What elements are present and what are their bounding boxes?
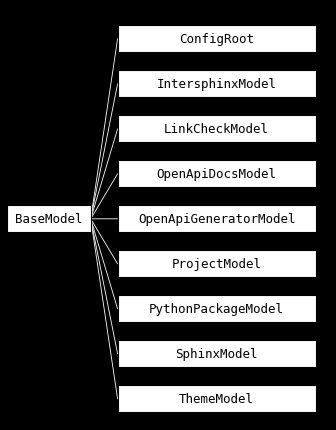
Text: OpenApiGeneratorModel: OpenApiGeneratorModel — [138, 213, 295, 226]
FancyBboxPatch shape — [118, 296, 316, 322]
FancyBboxPatch shape — [7, 206, 91, 233]
FancyBboxPatch shape — [118, 251, 316, 278]
Text: OpenApiDocsModel: OpenApiDocsModel — [157, 168, 277, 181]
Text: IntersphinxModel: IntersphinxModel — [157, 78, 277, 91]
Text: BaseModel: BaseModel — [15, 213, 82, 226]
FancyBboxPatch shape — [118, 71, 316, 98]
Text: ThemeModel: ThemeModel — [179, 393, 254, 405]
FancyBboxPatch shape — [118, 26, 316, 53]
FancyBboxPatch shape — [118, 161, 316, 188]
FancyBboxPatch shape — [118, 116, 316, 143]
Text: SphinxModel: SphinxModel — [175, 347, 258, 360]
Text: LinkCheckModel: LinkCheckModel — [164, 123, 269, 136]
FancyBboxPatch shape — [118, 341, 316, 368]
Text: ProjectModel: ProjectModel — [172, 258, 262, 271]
Text: ConfigRoot: ConfigRoot — [179, 33, 254, 46]
FancyBboxPatch shape — [118, 385, 316, 412]
FancyBboxPatch shape — [118, 206, 316, 233]
Text: PythonPackageModel: PythonPackageModel — [149, 303, 284, 316]
